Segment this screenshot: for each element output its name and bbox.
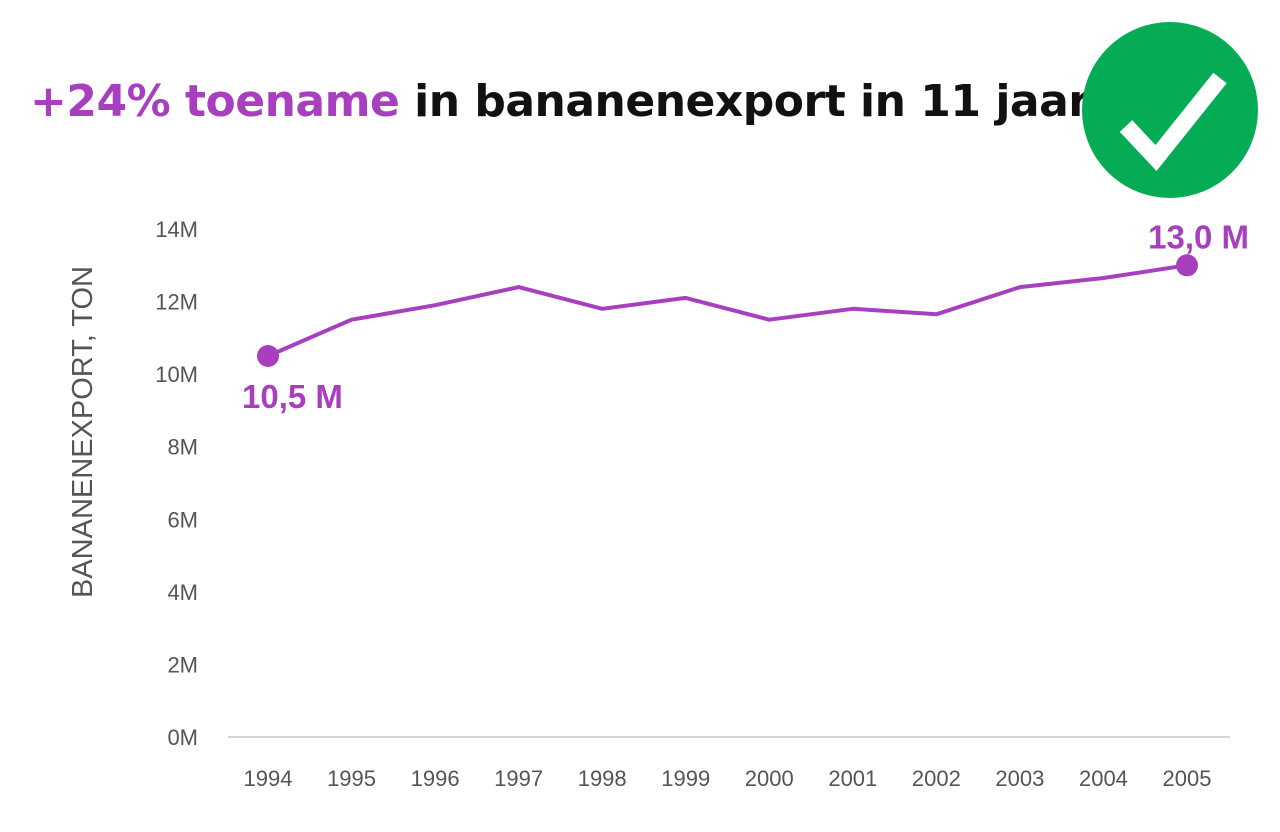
title-highlight: +24% toename: [30, 76, 400, 127]
y-tick-label: 10M: [155, 362, 198, 387]
checkmark-icon: [1119, 72, 1227, 171]
data-annotations: 10,5 M 13,0 M: [242, 218, 1249, 415]
data-markers: [257, 254, 1198, 367]
y-tick-label: 4M: [167, 580, 198, 605]
x-tick-label: 1999: [661, 766, 710, 791]
x-tick-label: 2003: [995, 766, 1044, 791]
x-tick-label: 2001: [828, 766, 877, 791]
x-tick-label: 2002: [912, 766, 961, 791]
data-line: [267, 263, 1188, 358]
chart-title: +24% toename in bananenexport in 11 jaar: [30, 74, 1090, 130]
x-tick-label: 2004: [1079, 766, 1128, 791]
x-tick-label: 2000: [745, 766, 794, 791]
y-tick-label: 0M: [167, 725, 198, 750]
x-axis-ticks: 1994 1995 1996 1997 1998 1999 2000 2001 2002 2003…: [244, 766, 1212, 791]
data-point-marker: [257, 345, 279, 367]
data-point-label: 10,5 M: [242, 378, 343, 415]
y-tick-label: 8M: [167, 435, 198, 460]
y-tick-label: 14M: [155, 217, 198, 242]
y-axis-title: BANANENEXPORT, TON: [67, 266, 99, 598]
x-tick-label: 1998: [578, 766, 627, 791]
x-tick-label: 1995: [327, 766, 376, 791]
y-tick-label: 12M: [155, 290, 198, 315]
check-circle-icon: [1082, 22, 1258, 198]
x-tick-label: 1994: [244, 766, 293, 791]
y-axis-label: BANANENEXPORT, TON: [67, 266, 99, 598]
x-tick-label: 1997: [494, 766, 543, 791]
y-tick-label: 6M: [167, 507, 198, 532]
y-axis-ticks: 0M 2M 4M 6M 8M 10M 12M 14M: [155, 217, 198, 750]
badge-circle: [1082, 22, 1258, 198]
x-tick-label: 2005: [1163, 766, 1212, 791]
data-point-marker: [1176, 254, 1198, 277]
title-rest: in bananenexport in 11 jaar: [399, 76, 1090, 127]
x-tick-label: 1996: [411, 766, 460, 791]
data-point-label: 13,0 M: [1148, 218, 1249, 255]
y-tick-label: 2M: [167, 652, 198, 677]
